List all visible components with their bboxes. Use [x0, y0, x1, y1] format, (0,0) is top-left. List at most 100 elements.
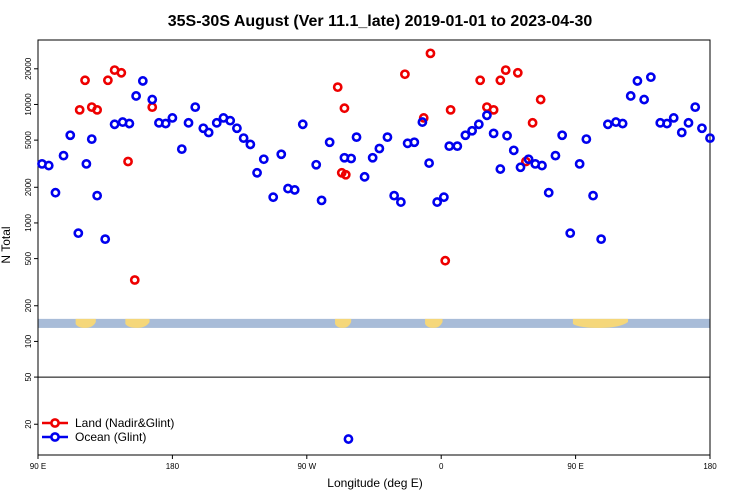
data-point: [203, 127, 214, 138]
y-tick-label: 100: [24, 334, 33, 348]
land-segment: [125, 318, 150, 328]
data-point: [508, 145, 519, 156]
data-point: [389, 190, 400, 201]
data-point: [502, 130, 512, 141]
legend-marker: [50, 418, 60, 428]
data-point: [65, 130, 76, 141]
data-point: [495, 75, 506, 86]
data-point: [460, 130, 471, 141]
data-point: [351, 132, 362, 143]
land-segment: [572, 318, 629, 328]
land-segment: [75, 318, 96, 328]
legend: Land (Nadir&Glint)Ocean (Glint): [42, 416, 174, 444]
data-point: [690, 102, 701, 113]
data-point: [523, 154, 534, 165]
data-point: [109, 119, 120, 130]
data-point: [190, 102, 201, 113]
data-point: [289, 185, 300, 195]
data-point: [488, 128, 499, 139]
data-point: [100, 234, 111, 245]
y-axis: 20 50 100 200 500 1000 2000 5000 10000 20000: [24, 57, 38, 429]
data-point: [339, 103, 350, 114]
data-point: [343, 434, 354, 444]
data-point: [550, 150, 561, 161]
ocean-band: [38, 318, 710, 328]
legend-label: Ocean (Glint): [75, 430, 146, 444]
data-point: [81, 159, 92, 169]
data-point: [481, 110, 492, 121]
data-point: [238, 133, 249, 144]
x-tick-label: 90 E: [567, 462, 583, 471]
data-point: [73, 228, 84, 239]
data-point: [645, 72, 656, 83]
data-point: [432, 197, 443, 207]
land-segment: [425, 318, 443, 328]
y-axis-label: N Total: [0, 226, 13, 263]
data-point: [92, 190, 103, 201]
data-point: [332, 82, 343, 93]
data-point: [92, 104, 103, 115]
data-point: [131, 91, 142, 101]
y-tick-label: 50: [24, 372, 33, 381]
x-axis-label: Longitude (deg E): [327, 476, 422, 490]
data-point: [43, 160, 54, 171]
land-ocean-band: [38, 318, 710, 328]
series-land: [74, 48, 546, 285]
data-point: [86, 134, 97, 145]
legend-marker: [50, 432, 60, 442]
data-point: [588, 190, 598, 201]
data-point: [400, 69, 410, 80]
plot-frame: [37, 39, 711, 456]
series-ocean: [37, 72, 715, 245]
data-point: [581, 134, 592, 145]
data-point: [452, 141, 463, 152]
data-point: [444, 141, 455, 152]
data-point: [473, 119, 484, 130]
y-tick-label: 20: [24, 419, 33, 428]
data-point: [683, 117, 694, 128]
data-point: [424, 158, 435, 168]
data-point: [160, 118, 171, 129]
data-point: [147, 94, 158, 105]
data-point: [340, 169, 351, 180]
data-point: [705, 133, 715, 144]
data-point: [557, 130, 568, 141]
data-point: [225, 115, 236, 126]
data-point: [316, 195, 327, 206]
data-point: [359, 171, 370, 182]
x-tick-label: 180: [166, 462, 180, 471]
data-point: [58, 150, 69, 161]
y-tick-label: 1000: [24, 213, 33, 231]
data-point: [475, 75, 486, 86]
data-point: [374, 143, 385, 154]
data-point: [602, 119, 613, 130]
data-point: [537, 160, 547, 171]
data-point: [258, 154, 269, 165]
data-point: [617, 118, 628, 129]
data-point: [574, 159, 585, 169]
data-point: [176, 144, 187, 154]
data-point: [417, 117, 428, 127]
data-point: [676, 127, 687, 138]
data-point: [512, 67, 523, 78]
data-point: [495, 164, 506, 174]
data-point: [346, 153, 357, 164]
data-point: [232, 123, 242, 134]
data-point: [632, 76, 643, 86]
data-point: [596, 234, 607, 245]
data-point: [565, 228, 576, 239]
legend-label: Land (Nadir&Glint): [75, 416, 174, 430]
data-point: [311, 159, 322, 170]
data-point: [527, 117, 538, 128]
x-tick-label: 90 W: [297, 462, 316, 471]
data-point: [324, 137, 335, 148]
data-point: [268, 192, 279, 203]
data-point: [382, 132, 393, 143]
data-point: [123, 156, 133, 167]
data-point: [297, 119, 308, 130]
data-point: [367, 152, 378, 163]
data-point: [80, 75, 90, 86]
data-point: [425, 48, 436, 59]
chart-title: 35S-30S August (Ver 11.1_late) 2019-01-0…: [168, 13, 593, 30]
data-point: [245, 139, 256, 150]
